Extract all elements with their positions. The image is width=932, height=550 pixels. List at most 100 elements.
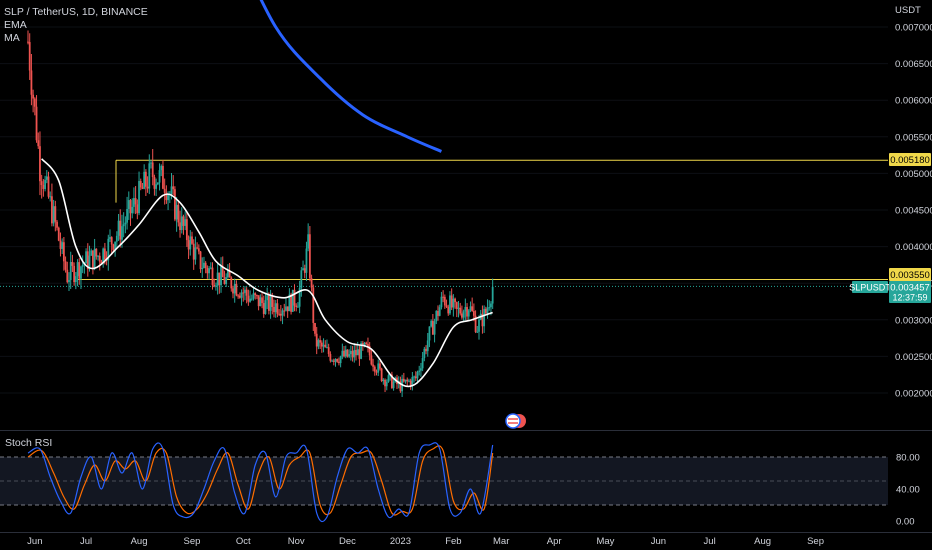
candle-body bbox=[259, 297, 262, 307]
candle-body bbox=[349, 350, 352, 355]
candle-body bbox=[134, 198, 137, 205]
candle-body bbox=[85, 251, 87, 264]
candle-body bbox=[45, 176, 48, 180]
candle-body bbox=[155, 184, 158, 189]
candle-body bbox=[143, 171, 146, 189]
candle-body bbox=[467, 310, 470, 317]
time-axis[interactable]: Jun Jul Aug Sep Oct Nov Dec 2023 Feb Mar Apr May Jun… bbox=[0, 532, 932, 548]
candle-body bbox=[409, 380, 412, 386]
time-tick-label: Jun bbox=[27, 536, 42, 547]
candle-body bbox=[225, 277, 228, 284]
candle-body bbox=[199, 251, 202, 270]
candle-body bbox=[303, 268, 306, 273]
candle-body bbox=[44, 179, 46, 189]
candle-body bbox=[218, 272, 221, 286]
candle-body bbox=[373, 366, 376, 372]
candle-body bbox=[320, 342, 323, 347]
time-tick-label: Nov bbox=[288, 536, 305, 547]
events-flag-icon[interactable] bbox=[505, 413, 526, 429]
candle-body bbox=[197, 248, 200, 252]
last-price-value: 0.003457 bbox=[890, 283, 930, 294]
candle-body bbox=[238, 295, 241, 298]
candle-body bbox=[361, 343, 364, 346]
candle-body bbox=[360, 343, 363, 359]
candle-body bbox=[481, 313, 484, 327]
candle-body bbox=[372, 364, 374, 367]
candle-body bbox=[367, 343, 369, 347]
candle-body bbox=[203, 262, 205, 268]
candle-body bbox=[472, 311, 475, 316]
price-tick-label: 0.002500 bbox=[895, 352, 932, 363]
candle-body bbox=[226, 270, 229, 278]
candle-body bbox=[302, 268, 304, 271]
candle-body bbox=[466, 306, 468, 317]
candle-body bbox=[177, 204, 180, 223]
candle-body bbox=[274, 303, 277, 313]
candle-body bbox=[129, 200, 132, 214]
candle-body bbox=[148, 163, 151, 189]
candle-body bbox=[355, 350, 357, 356]
candle-body bbox=[421, 357, 424, 369]
candle-body bbox=[162, 165, 164, 189]
candle-body bbox=[98, 255, 101, 262]
time-tick-label: Apr bbox=[547, 536, 562, 547]
candle-body bbox=[413, 376, 415, 378]
candle-body bbox=[230, 277, 233, 289]
stoch-rsi-pane[interactable]: Stoch RSI bbox=[0, 437, 888, 523]
candle-body bbox=[332, 360, 335, 362]
candle-body bbox=[49, 196, 52, 198]
candle-body bbox=[115, 235, 118, 242]
candle-body bbox=[32, 94, 35, 99]
candle-body bbox=[414, 376, 417, 379]
candle-body bbox=[146, 186, 149, 189]
candle-body bbox=[293, 289, 296, 306]
candle-body bbox=[208, 268, 210, 274]
stoch-rsi-axis[interactable]: 80.00 40.00 0.00 bbox=[896, 453, 920, 528]
candle-body bbox=[150, 162, 152, 164]
candle-body bbox=[283, 310, 286, 312]
candle-body bbox=[216, 272, 219, 286]
candle-body bbox=[172, 186, 175, 190]
candle-body bbox=[247, 295, 250, 302]
stoch-rsi-k-line bbox=[27, 442, 494, 523]
symbol-title[interactable]: SLP / TetherUS, 1D, BINANCE bbox=[4, 6, 148, 18]
candle-body bbox=[163, 188, 166, 193]
candle-body bbox=[156, 182, 159, 185]
price-tick-label: 0.004000 bbox=[895, 242, 932, 253]
candle-body bbox=[42, 185, 45, 189]
price-tick-label: 0.004500 bbox=[895, 206, 932, 217]
candle-body bbox=[57, 227, 60, 241]
candle-body bbox=[450, 295, 453, 308]
candle-body bbox=[469, 306, 472, 311]
candle-body bbox=[59, 240, 62, 249]
candle-body bbox=[139, 181, 142, 188]
candle-body bbox=[245, 289, 248, 296]
candle-body bbox=[62, 242, 65, 262]
candle-body bbox=[454, 298, 456, 303]
chart-legend[interactable]: SLP / TetherUS, 1D, BINANCE EMA MA bbox=[4, 6, 148, 45]
candle-body bbox=[262, 303, 265, 314]
candle-body bbox=[194, 247, 197, 260]
candle-body bbox=[461, 313, 463, 318]
candle-body bbox=[452, 298, 455, 308]
candle-body bbox=[300, 270, 303, 288]
candle-body bbox=[184, 219, 187, 226]
candle-body bbox=[254, 293, 257, 296]
price-tick-label: 0.002000 bbox=[895, 389, 932, 400]
candle-body bbox=[351, 350, 354, 358]
candle-body bbox=[209, 267, 212, 269]
candle-body bbox=[153, 177, 156, 189]
candle-body bbox=[339, 356, 342, 364]
ma-legend[interactable]: MA bbox=[4, 32, 20, 44]
candle-body bbox=[103, 248, 106, 260]
candle-body bbox=[348, 354, 351, 357]
candle-body bbox=[261, 297, 263, 304]
candle-body bbox=[180, 216, 183, 231]
candle-body bbox=[76, 262, 79, 277]
candle-body bbox=[37, 140, 40, 147]
main-pane[interactable] bbox=[0, 0, 888, 397]
candle-body bbox=[257, 295, 260, 307]
ema-legend[interactable]: EMA bbox=[4, 19, 27, 31]
candle-body bbox=[35, 106, 38, 141]
